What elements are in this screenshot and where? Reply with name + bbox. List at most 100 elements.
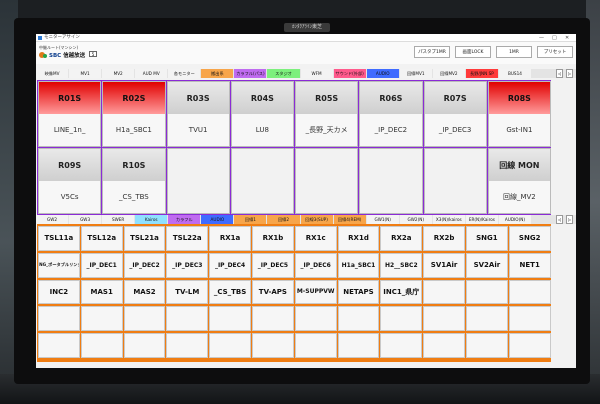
monitor-cell[interactable]: R05S _長野_天カメ bbox=[295, 81, 359, 147]
preset-button[interactable]: プリセット bbox=[537, 46, 573, 58]
tab-monitor-9[interactable]: サウンド(外部) bbox=[333, 69, 366, 78]
source-button-empty[interactable] bbox=[423, 306, 465, 332]
source-button-empty[interactable] bbox=[380, 306, 423, 332]
source-button-empty[interactable] bbox=[209, 306, 251, 332]
minimize-button[interactable]: — bbox=[539, 35, 544, 41]
source-button[interactable]: TSL11a bbox=[38, 226, 80, 251]
source-button[interactable]: _IP_DEC4 bbox=[209, 252, 251, 278]
source-button[interactable]: INC2 bbox=[38, 279, 80, 305]
tab-monitor-6[interactable]: カラフル(パス) bbox=[234, 69, 267, 78]
tab-source-4[interactable]: カラフル bbox=[168, 215, 201, 224]
monitor-cell[interactable]: R03S TVU1 bbox=[166, 81, 230, 147]
source-button[interactable]: _CS_TBS bbox=[209, 279, 251, 305]
source-button[interactable]: NETAPS bbox=[337, 279, 380, 305]
station-number-box[interactable]: 5 bbox=[89, 51, 97, 57]
source-button-empty[interactable] bbox=[337, 306, 380, 332]
source-button-empty[interactable] bbox=[252, 333, 294, 358]
source-button-empty[interactable] bbox=[252, 306, 294, 332]
tab-source-14[interactable]: AUDIO(N) bbox=[498, 215, 531, 224]
source-button[interactable]: TSL21a bbox=[123, 226, 166, 251]
tab-monitor-8[interactable]: WFM bbox=[300, 69, 333, 78]
source-button[interactable]: SNG1 bbox=[466, 226, 508, 251]
tab-monitor-11[interactable]: 回線MV1 bbox=[399, 69, 432, 78]
source-button-empty[interactable] bbox=[38, 333, 80, 358]
tab-scroll-left-button[interactable]: ◁ bbox=[556, 215, 563, 224]
tab-scroll-right-button[interactable]: ▷ bbox=[566, 69, 573, 78]
monitor-cell[interactable]: R04S LU8 bbox=[230, 81, 294, 147]
source-button[interactable]: H2__SBC2 bbox=[380, 252, 423, 278]
source-button[interactable]: TSL12a bbox=[80, 226, 123, 251]
tab-source-9[interactable]: 回線4(REM) bbox=[333, 215, 366, 224]
source-button[interactable]: RX1c bbox=[294, 226, 337, 251]
monitor-cell[interactable]: R10S _CS_TBS bbox=[102, 148, 166, 214]
source-button-empty[interactable] bbox=[380, 333, 423, 358]
source-button[interactable]: INC1_県庁 bbox=[380, 279, 423, 305]
1mr-button[interactable]: 1MR bbox=[496, 46, 532, 58]
tab-monitor-10[interactable]: AUDIO bbox=[366, 69, 399, 78]
monitor-cell[interactable] bbox=[359, 148, 423, 214]
pasmachi-button[interactable]: パスタブ1MR bbox=[414, 46, 450, 58]
source-button[interactable]: _IP_DEC3 bbox=[166, 252, 209, 278]
tab-source-7[interactable]: 回線2 bbox=[267, 215, 300, 224]
source-button-empty[interactable] bbox=[209, 333, 251, 358]
source-button-empty[interactable] bbox=[508, 333, 551, 358]
tab-source-12[interactable]: X3(N)/kairos bbox=[432, 215, 465, 224]
source-button[interactable]: SNG_ポータブルリンク bbox=[38, 252, 80, 278]
tab-source-0[interactable]: GW2 bbox=[36, 215, 69, 224]
tab-source-13[interactable]: ER(N)/Kairos bbox=[465, 215, 498, 224]
source-button-empty[interactable] bbox=[466, 279, 508, 305]
tab-monitor-2[interactable]: MV2 bbox=[102, 69, 135, 78]
source-button-empty[interactable] bbox=[423, 279, 465, 305]
tab-source-11[interactable]: GW2(N) bbox=[399, 215, 432, 224]
source-button-empty[interactable] bbox=[337, 333, 380, 358]
source-button[interactable]: _IP_DEC6 bbox=[294, 252, 337, 278]
source-button-empty[interactable] bbox=[294, 333, 337, 358]
tab-monitor-13[interactable]: 長野/JNN SP bbox=[465, 69, 498, 78]
source-button-empty[interactable] bbox=[423, 333, 465, 358]
monitor-cell[interactable] bbox=[230, 148, 294, 214]
tab-source-2[interactable]: SWER bbox=[102, 215, 135, 224]
monitor-cell[interactable] bbox=[166, 148, 230, 214]
tab-source-5[interactable]: AUDIO bbox=[201, 215, 234, 224]
monitor-cell[interactable]: R08S Gst-IN1 bbox=[487, 81, 551, 147]
source-button[interactable]: RX2b bbox=[423, 226, 465, 251]
source-button[interactable]: TSL22a bbox=[166, 226, 209, 251]
source-button[interactable]: RX2a bbox=[380, 226, 423, 251]
source-button-empty[interactable] bbox=[466, 333, 508, 358]
source-button-empty[interactable] bbox=[508, 306, 551, 332]
source-button-empty[interactable] bbox=[123, 333, 166, 358]
source-button[interactable]: TV-LM bbox=[166, 279, 209, 305]
source-button-empty[interactable] bbox=[123, 306, 166, 332]
source-button[interactable]: H1a_SBC1 bbox=[337, 252, 380, 278]
source-button[interactable]: _IP_DEC2 bbox=[123, 252, 166, 278]
source-button[interactable]: MAS1 bbox=[80, 279, 123, 305]
source-button[interactable]: SV2Air bbox=[466, 252, 508, 278]
close-button[interactable]: ✕ bbox=[565, 35, 570, 41]
source-button-empty[interactable] bbox=[80, 306, 123, 332]
source-button[interactable]: RX1d bbox=[337, 226, 380, 251]
source-button[interactable]: TV-APS bbox=[252, 279, 294, 305]
tab-source-3[interactable]: Kairos bbox=[135, 215, 168, 224]
tab-monitor-12[interactable]: 回線MV2 bbox=[432, 69, 465, 78]
source-button-empty[interactable] bbox=[166, 333, 209, 358]
tab-monitor-1[interactable]: MV1 bbox=[69, 69, 102, 78]
tab-scroll-left-button[interactable]: ◁ bbox=[556, 69, 563, 78]
source-button[interactable]: NET1 bbox=[508, 252, 551, 278]
monitor-cell[interactable]: R07S _IP_DEC3 bbox=[423, 81, 487, 147]
source-button-empty[interactable] bbox=[166, 306, 209, 332]
tab-source-1[interactable]: GW3 bbox=[69, 215, 102, 224]
source-button-empty[interactable] bbox=[508, 279, 551, 305]
tab-source-8[interactable]: 回線3(SUP) bbox=[300, 215, 333, 224]
monitor-cell[interactable]: R02S H1a_SBC1 bbox=[102, 81, 166, 147]
monitor-cell[interactable] bbox=[423, 148, 487, 214]
source-button[interactable]: _IP_DEC5 bbox=[252, 252, 294, 278]
source-button[interactable]: MAS2 bbox=[123, 279, 166, 305]
source-button-empty[interactable] bbox=[294, 306, 337, 332]
monitor-cell[interactable]: R09S V5Cs bbox=[38, 148, 102, 214]
source-button[interactable]: _IP_DEC1 bbox=[80, 252, 123, 278]
monitor-cell[interactable] bbox=[295, 148, 359, 214]
tab-monitor-7[interactable]: スタジオ bbox=[267, 69, 300, 78]
source-button[interactable]: M-SUPPVW bbox=[294, 279, 337, 305]
monitor-cell[interactable]: 回線 MON 回線_MV2 bbox=[487, 148, 551, 214]
tab-monitor-4[interactable]: 各モニター bbox=[168, 69, 201, 78]
